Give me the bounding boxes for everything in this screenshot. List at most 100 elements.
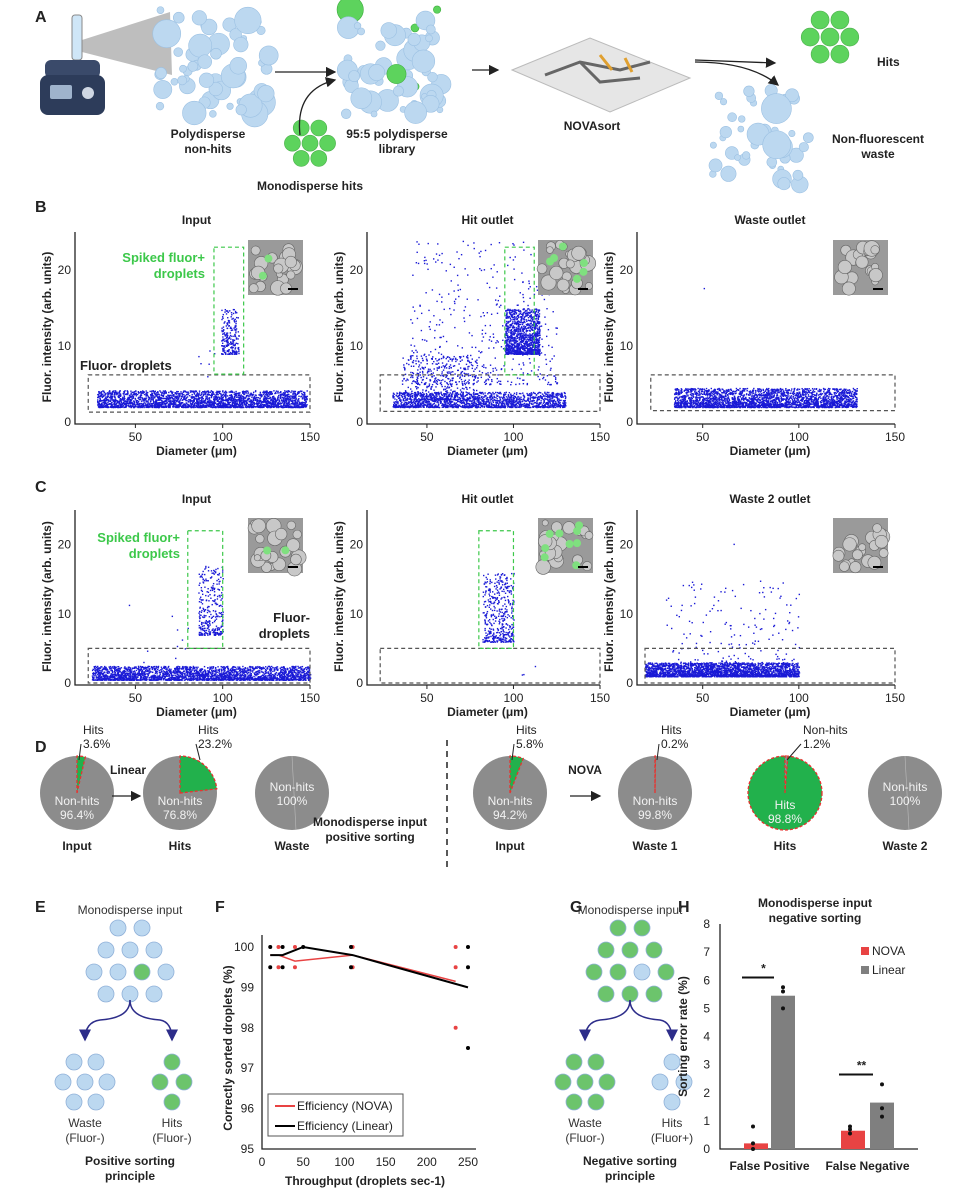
data-point <box>394 403 397 405</box>
data-point <box>189 401 191 403</box>
data-point <box>180 395 183 398</box>
data-point <box>285 400 288 403</box>
data-point <box>547 406 549 409</box>
droplet <box>226 102 234 110</box>
data-point <box>453 405 455 408</box>
data-point <box>450 398 452 400</box>
droplet <box>407 32 421 47</box>
data-point <box>224 311 226 313</box>
novasort-label: NOVAsort <box>564 119 620 133</box>
data-point <box>137 392 140 394</box>
data-point <box>244 391 246 393</box>
data-point <box>165 395 167 398</box>
data-point <box>517 402 520 404</box>
data-point <box>445 390 447 393</box>
data-point <box>440 401 442 403</box>
data-point <box>462 391 465 394</box>
data-point <box>262 405 264 407</box>
data-point <box>299 403 302 406</box>
data-point <box>155 401 158 403</box>
data-point <box>448 365 451 368</box>
waste-label-1: Non-fluorescent <box>832 132 924 146</box>
data-point <box>159 401 161 404</box>
data-point <box>229 310 231 312</box>
data-point <box>159 398 161 401</box>
data-point <box>226 310 228 312</box>
data-point <box>226 344 229 346</box>
data-point <box>489 397 491 399</box>
data-point <box>201 397 203 399</box>
data-point <box>430 397 432 399</box>
data-point <box>407 393 410 396</box>
data-point <box>223 351 226 354</box>
data-point <box>508 397 511 399</box>
data-point <box>100 393 102 395</box>
data-point <box>426 404 428 406</box>
data-point <box>259 397 261 399</box>
data-point <box>111 393 114 395</box>
data-point <box>482 393 485 395</box>
data-point <box>223 406 225 409</box>
data-point <box>420 362 422 364</box>
data-point <box>251 394 253 397</box>
data-point <box>520 392 522 395</box>
data-point <box>430 398 433 401</box>
data-point <box>544 392 546 394</box>
data-point <box>393 396 395 398</box>
data-point <box>447 396 449 398</box>
droplet <box>188 33 213 58</box>
data-point <box>295 393 297 396</box>
droplet <box>720 165 737 182</box>
data-point <box>208 363 210 365</box>
data-point <box>551 394 553 396</box>
data-point <box>564 403 567 406</box>
data-point <box>398 395 400 397</box>
data-point <box>558 392 560 395</box>
data-point <box>228 397 231 400</box>
data-point <box>245 394 248 397</box>
data-point <box>202 394 205 396</box>
data-point <box>237 396 239 398</box>
data-point <box>448 356 451 359</box>
data-point <box>286 402 288 405</box>
data-point <box>398 397 401 399</box>
data-point <box>439 398 442 400</box>
data-point <box>223 391 226 394</box>
panel-label-h: H <box>678 899 690 916</box>
data-point <box>451 401 454 403</box>
data-point <box>464 379 467 381</box>
data-point <box>468 379 470 381</box>
data-point <box>135 400 138 403</box>
data-point <box>223 322 225 324</box>
data-point <box>545 398 547 400</box>
data-point <box>476 364 479 367</box>
data-point <box>531 396 533 399</box>
data-point <box>460 406 463 408</box>
data-point <box>171 394 173 397</box>
data-point <box>267 392 270 394</box>
data-point <box>456 387 459 389</box>
data-point <box>408 359 410 361</box>
data-point <box>262 391 264 394</box>
data-point <box>411 399 413 401</box>
data-point <box>200 404 202 407</box>
data-point <box>530 394 532 396</box>
data-point <box>214 402 217 404</box>
data-point <box>196 402 198 405</box>
data-point <box>499 398 502 401</box>
data-point <box>138 396 140 399</box>
data-point <box>229 334 232 337</box>
data-point <box>210 400 212 402</box>
data-point <box>488 401 490 404</box>
data-point <box>111 397 114 399</box>
data-point <box>204 402 206 404</box>
data-point <box>428 402 430 404</box>
data-point <box>459 397 462 400</box>
data-point <box>539 392 542 394</box>
data-point <box>237 348 240 350</box>
data-point <box>237 338 239 340</box>
data-point <box>559 402 561 404</box>
data-point <box>252 393 254 395</box>
data-point <box>271 398 273 401</box>
data-point <box>114 396 116 399</box>
